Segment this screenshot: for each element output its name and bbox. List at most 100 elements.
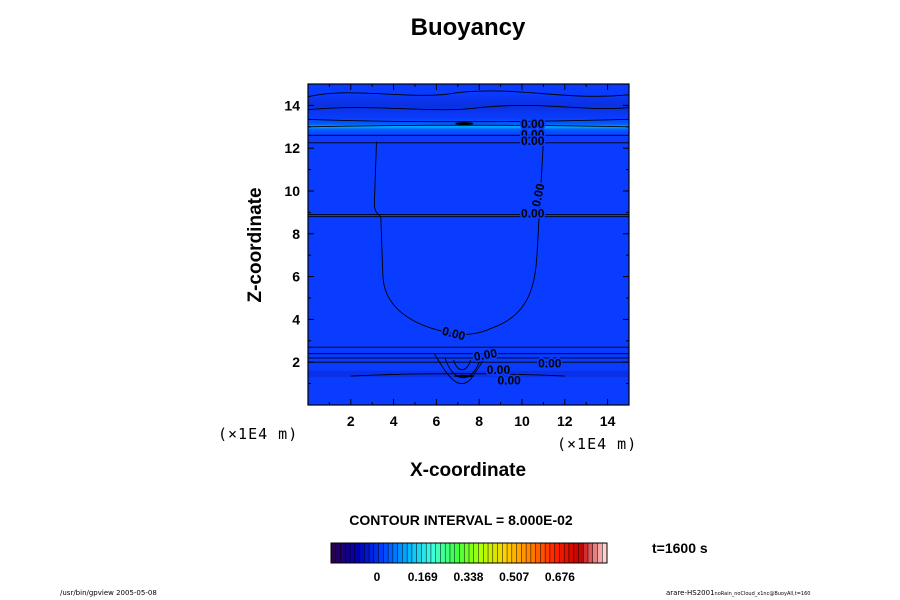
colorbar-cell-49 [564,543,570,563]
contour-label-8: 0.00 [487,363,511,377]
colorbar-cell-31 [478,543,484,563]
contour-line-top-wavy [307,90,630,98]
contour-label-7: 0.00 [538,357,562,371]
colorbar-cell-22 [435,543,441,563]
colorbar-cell-8 [369,543,375,563]
colorbar-cell-55 [592,543,598,563]
y-tick-label-4: 4 [292,311,300,327]
colorbar-cell-54 [587,543,594,563]
colorbar-cell-17 [411,543,418,563]
contour-line-band-bottom [307,124,630,128]
contour-line-base-1 [433,346,493,385]
colorbar-cell-52 [578,543,584,563]
colorbar-cell-28 [464,543,470,563]
contour-interval: CONTOUR INTERVAL = 8.000E-02 [349,512,573,528]
contour-labels: 0.000.000.000.000.000.000.00 0.000.000.00 [439,115,563,389]
colorbar-cell-30 [473,543,479,563]
contour-line-plume [373,141,544,335]
colorbar-cell-2 [340,543,346,563]
time-label: t=1600 s [652,540,708,556]
colorbar-cell-13 [392,543,399,563]
y-tick-label-10: 10 [284,183,300,199]
colorbar-cell-39 [516,543,522,563]
field-band-upper [308,92,629,119]
contour-line-band-top [307,118,630,123]
x-tick-label-4: 4 [390,413,398,429]
colorbar-cell-4 [350,543,356,563]
colorbar-tick-label-0: 0 [374,570,381,584]
footer-right: arare-HS2001noRain_noCloud_x1nc@BuoyAll,… [666,589,810,597]
colorbar-cell-34 [492,543,498,563]
colorbar-cell-21 [430,543,437,563]
colorbar-cell-3 [345,543,351,563]
colorbar-cell-53 [583,543,589,563]
contour-core-top [455,122,474,126]
colorbar-cell-33 [488,543,494,563]
colorbar-cell-1 [335,543,341,563]
field-background [308,84,629,405]
colorbar-cell-44 [540,543,546,563]
x-tick-label-14: 14 [600,413,616,429]
y-tick-label-2: 2 [292,354,300,370]
footer-right-sub: noRain_noCloud_x1nc@BuoyAll,t=160 [714,591,811,597]
contour-line-top-wavy-2 [307,104,630,111]
colorbar-cell-35 [497,543,503,563]
colorbar-cell-14 [397,543,403,563]
x-tick-label-10: 10 [514,413,530,429]
colorbar-cell-25 [449,543,456,563]
colorbar-cell-0 [331,543,337,563]
contour-label-6: 0.00 [473,346,499,364]
colorbar-cell-18 [416,543,422,563]
x-unit-label: (×1E4 m) [557,435,638,453]
colorbar-cell-51 [573,543,579,563]
colorbar-cell-29 [469,543,475,563]
colorbar-cell-16 [407,543,413,563]
colorbar-cell-10 [378,543,384,563]
contour-line-base-2 [444,357,480,379]
colorbar-cell-42 [530,543,537,563]
plot-field [308,84,629,405]
colorbar-cell-26 [454,543,460,563]
colorbar-cell-56 [597,543,603,563]
contour-label-1: 0.00 [521,128,545,142]
colorbar-tick-label-3: 0.507 [499,570,529,584]
colorbar: 0 0.169 0.338 0.507 0.676 [330,542,608,584]
colorbar-cell-50 [568,543,575,563]
colorbar-cell-38 [511,543,517,563]
plot-axes: 2 4 6 8 10 12 14 2 4 6 8 10 12 14 [284,83,630,429]
y-axis-label: Z-coordinate [245,187,266,303]
x-tick-label-6: 6 [433,413,441,429]
chart-title: Buoyancy [410,14,526,41]
colorbar-cell-46 [549,543,556,563]
colorbar-cell-9 [373,543,379,563]
colorbar-cell-57 [602,543,608,563]
footer-right-main: arare-HS2001 [666,589,715,597]
contour-label-9: 0.00 [497,374,521,388]
y-tick-label-6: 6 [292,269,300,285]
colorbar-cell-45 [545,543,551,563]
colorbar-cell-7 [364,543,370,563]
contour-line-base-3 [453,359,472,371]
colorbar-cell-6 [359,543,365,563]
z-unit-label: (×1E4 m) [218,425,299,443]
colorbar-cell-32 [483,543,489,563]
colorbar-tick-label-2: 0.338 [453,570,483,584]
colorbar-cell-5 [354,543,360,563]
x-tick-label-8: 8 [475,413,483,429]
colorbar-cell-23 [440,543,446,563]
colorbar-cell-47 [554,543,560,563]
x-axis-label: X-coordinate [409,460,527,481]
colorbar-cell-36 [502,543,508,563]
footer-left: /usr/bin/gpview 2005-05-08 [60,589,157,597]
plot-frame [307,83,630,406]
x-tick-label-2: 2 [347,413,355,429]
contour-label-3: 0.00 [529,182,548,208]
contour-label-4: 0.00 [521,207,545,221]
y-tick-label-14: 14 [284,97,300,113]
colorbar-cell-41 [526,543,532,563]
colorbar-cell-27 [459,543,465,563]
colorbar-cell-40 [521,543,527,563]
colorbar-cell-11 [383,543,389,563]
x-tick-label-12: 12 [557,413,573,429]
